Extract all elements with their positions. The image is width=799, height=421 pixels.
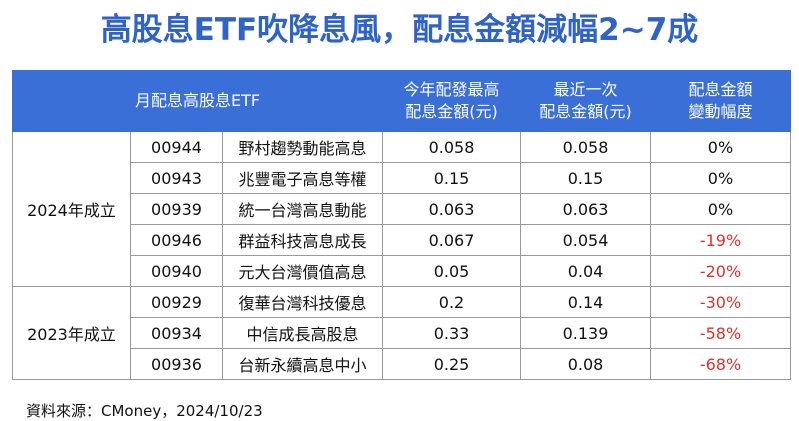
header-cell: 今年配發最高 配息金額(元) xyxy=(382,70,521,132)
cell: 00929 xyxy=(130,286,223,318)
header-line: 配息金額(元) xyxy=(405,102,498,121)
header-row: 月配息高股息ETF 今年配發最高 配息金額(元) 最近一次 配息金額(元) 配息金額 變動幅… xyxy=(12,70,791,132)
cell: 復華台灣科技優息 xyxy=(222,286,383,318)
table-row: 00943 兆豐電子高息等權 0.15 0.15 0% xyxy=(13,162,791,194)
cell: 0.058 xyxy=(382,131,521,163)
table-row: 2023年成立 00929 復華台灣科技優息 0.2 0.14 -30% xyxy=(12,286,791,380)
cell: 0% xyxy=(650,162,791,194)
table-row: 00940 元大台灣價值高息 0.05 0.04 -20% xyxy=(13,255,791,287)
table-row: 2024年成立 00944 野村趨勢動能高息 0.058 0.058 0% xyxy=(12,131,791,287)
cell: 00936 xyxy=(130,348,223,380)
cell: 00940 xyxy=(130,255,223,287)
cell: 00943 xyxy=(130,162,223,194)
cell: 兆豐電子高息等權 xyxy=(222,162,383,194)
header-line: 配息金額 xyxy=(688,80,753,99)
cell: 00944 xyxy=(130,131,223,163)
cell: 0.063 xyxy=(520,193,651,225)
cell: 野村趨勢動能高息 xyxy=(222,131,383,163)
cell: 00946 xyxy=(130,224,223,256)
cell: 0.063 xyxy=(382,193,521,225)
cell: 0.14 xyxy=(520,286,651,318)
cell: -19% xyxy=(650,224,791,256)
title: 高股息ETF吹降息風，配息金額減幅2~7成 xyxy=(100,12,699,48)
header-cell: 最近一次配息金額(元) xyxy=(520,70,651,132)
cell: 0.139 xyxy=(520,317,651,349)
cell: -68% xyxy=(650,348,791,380)
source: 資料來源：CMoney，2024/10/23 xyxy=(26,402,263,420)
cell: 0.33 xyxy=(382,317,521,349)
cell: 0.2 xyxy=(382,286,521,318)
cell: 0.067 xyxy=(382,224,521,256)
cell: 0.15 xyxy=(382,162,521,194)
cell: 0.05 xyxy=(382,255,521,287)
table-row: 00946 群益科技高息成長 0.067 0.054 -19% xyxy=(13,224,791,256)
header-line: 變動幅度 xyxy=(688,102,753,121)
group-label: 2023年成立 xyxy=(12,286,131,380)
table-row: 00934 中信成長高股息 0.33 0.139 -58% xyxy=(13,317,791,349)
cell: 0.25 xyxy=(382,348,521,380)
group-label: 2024年成立 xyxy=(12,131,131,287)
cell: 台新永續高息中小 xyxy=(222,348,383,380)
cell: 中信成長高股息 xyxy=(222,317,383,349)
table-row: 00936 台新永續高息中小 0.25 0.08 -68% xyxy=(13,348,791,380)
header-line: 最近一次 xyxy=(553,80,618,99)
cell: 0% xyxy=(650,131,791,163)
cell: 0.054 xyxy=(520,224,651,256)
table: 月配息高股息ETF 今年配發最高 配息金額(元) 最近一次 配息金額(元) 配息金額 變動幅… xyxy=(12,70,791,380)
cell: -20% xyxy=(650,255,791,287)
cell: -58% xyxy=(650,317,791,349)
cell: 0% xyxy=(650,193,791,225)
header-line: 配息金額(元) xyxy=(539,102,632,121)
cell: 0.058 xyxy=(520,131,651,163)
header-cell: 配息金額 變動幅度 xyxy=(650,70,791,132)
cell: 00939 xyxy=(130,193,223,225)
cell: 0.15 xyxy=(520,162,651,194)
cell: 統一台灣高息動能 xyxy=(222,193,383,225)
cell: 元大台灣價值高息 xyxy=(222,255,383,287)
cell: 00934 xyxy=(130,317,223,349)
table-row: 00939 統一台灣高息動能 0.063 0.063 0% xyxy=(13,193,791,225)
header-line: 今年配發最高 xyxy=(403,80,500,99)
cell: 0.08 xyxy=(520,348,651,380)
header-line: 月配息高股息ETF xyxy=(134,91,261,110)
table-body: 2024年成立 00944 野村趨勢動能高息 0.058 0.058 0% 00943 兆豐電… xyxy=(12,131,791,380)
cell: -30% xyxy=(650,286,791,318)
cell: 群益科技高息成長 xyxy=(222,224,383,256)
header-cell: 月配息高股息ETF xyxy=(12,70,383,132)
cell: 0.04 xyxy=(520,255,651,287)
